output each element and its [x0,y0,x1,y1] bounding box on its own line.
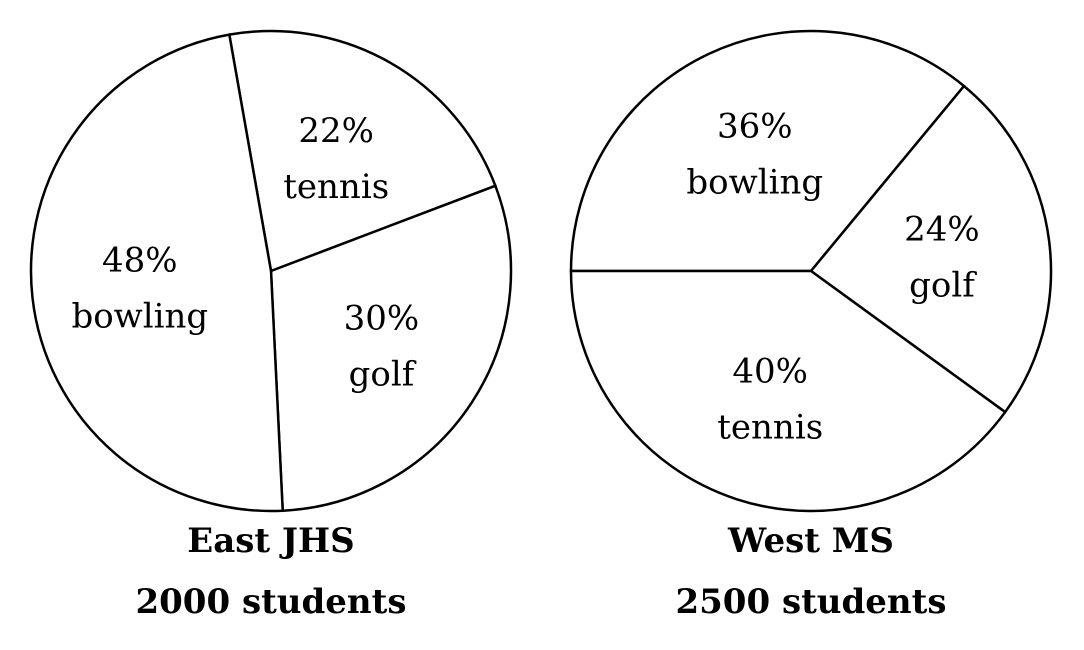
slice-percent-east-golf: 30% [344,298,420,338]
chart-subtitle-west: 2500 students [675,582,946,622]
slice-percent-west-tennis: 40% [732,352,808,392]
pie-chart-east: 22% tennis 30% golf 48% bowling [29,29,513,513]
pie-slice-west-bowling [569,29,966,273]
slice-label-east-golf: golf [349,354,417,394]
slice-percent-west-golf: 24% [904,209,980,249]
chart-title-east: East JHS [187,521,354,561]
chart-title-west: West MS [727,521,894,561]
slice-label-west-tennis: tennis [717,408,823,448]
pie-slice-west-golf [809,84,1053,414]
slice-label-west-bowling: bowling [686,163,823,203]
slice-percent-west-bowling: 36% [717,107,793,147]
pie-slice-east-golf [269,184,513,513]
pie-slice-west-tennis [569,269,1007,513]
slice-percent-east-bowling: 48% [102,241,178,281]
pie-chart-west: 36% bowling 24% golf 40% tennis [569,29,1053,513]
chart-subtitle-east: 2000 students [135,582,406,622]
slice-label-west-golf: golf [909,265,977,305]
slice-percent-east-tennis: 22% [298,111,374,151]
slice-label-east-tennis: tennis [283,167,389,207]
slice-label-east-bowling: bowling [71,297,208,337]
pie-slice-east-bowling [29,33,285,513]
